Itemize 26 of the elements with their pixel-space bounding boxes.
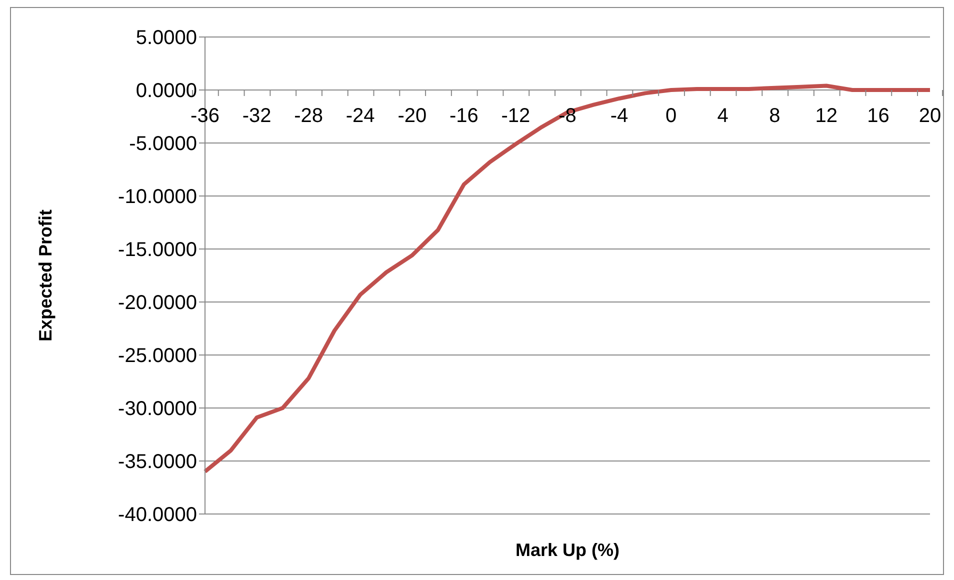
x-tick-label: -32 [242, 105, 272, 127]
x-tick-label: -28 [294, 105, 324, 127]
x-tick-label: -16 [449, 105, 478, 127]
y-tick-label: -15.0000 [118, 239, 197, 262]
y-tick-label: -40.0000 [118, 504, 197, 526]
x-tick-label: 16 [867, 105, 890, 127]
x-tick-label: -4 [610, 105, 628, 127]
y-tick-label: -20.0000 [118, 292, 197, 314]
x-tick-label: 8 [769, 105, 780, 127]
x-tick-label: -12 [501, 105, 530, 127]
y-tick-label: -10.0000 [118, 186, 197, 208]
y-tick-label: 5.0000 [136, 27, 197, 50]
y-axis-title: Expected Profit [35, 209, 56, 342]
x-tick-label: -36 [190, 105, 220, 127]
y-tick-label: -25.0000 [118, 345, 197, 368]
x-tick-label: -24 [346, 105, 375, 127]
x-tick-label: 20 [918, 105, 942, 127]
y-tick-label: -5.0000 [129, 133, 197, 156]
y-tick-label: 0.0000 [136, 80, 197, 102]
x-tick-label: 4 [717, 105, 728, 127]
y-tick-label: -35.0000 [118, 451, 197, 474]
x-tick-label: -20 [398, 105, 427, 127]
x-axis-title: Mark Up (%) [515, 540, 620, 560]
x-tick-label: 12 [815, 105, 838, 127]
y-tick-label: -30.0000 [118, 398, 197, 420]
x-tick-label: 0 [666, 105, 677, 127]
